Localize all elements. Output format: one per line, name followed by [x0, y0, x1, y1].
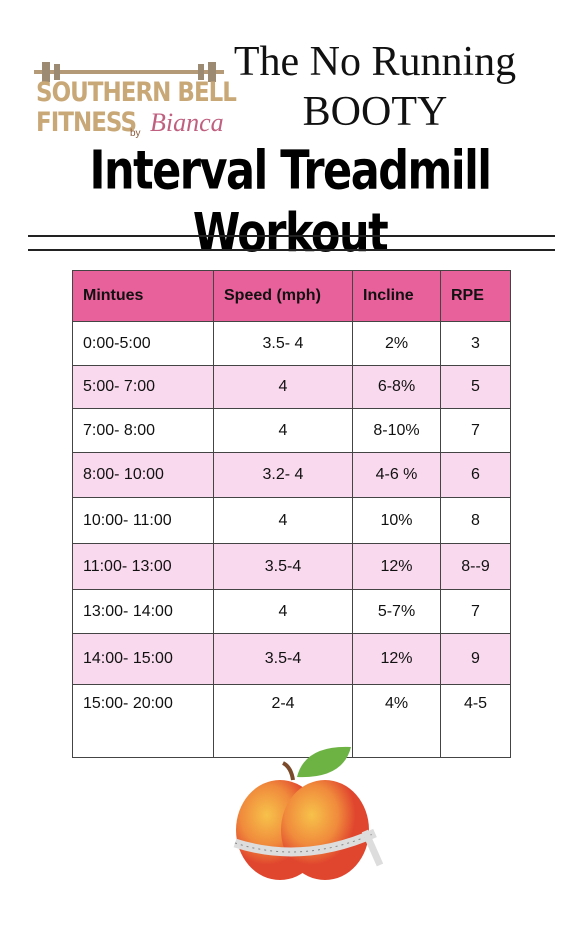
table-row: 0:00-5:00 3.5- 4 2% 3	[72, 321, 511, 366]
header-cell: RPE	[440, 270, 511, 322]
table-cell: 4%	[352, 684, 441, 758]
table-cell: 3.5- 4	[213, 321, 353, 366]
table-cell: 3.5-4	[213, 633, 353, 685]
table-cell: 8:00- 10:00	[72, 452, 214, 498]
table-cell: 5:00- 7:00	[72, 365, 214, 409]
table-cell: 5-7%	[352, 589, 441, 634]
table-row: 15:00- 20:00 2-4 4% 4-5	[72, 684, 511, 758]
table-cell: 6-8%	[352, 365, 441, 409]
table-cell: 14:00- 15:00	[72, 633, 214, 685]
title-line: BOOTY	[302, 89, 448, 135]
table-cell: 0:00-5:00	[72, 321, 214, 366]
table-row: 13:00- 14:00 4 5-7% 7	[72, 589, 511, 634]
header-row: Mintues Speed (mph) Incline RPE	[72, 270, 511, 322]
table-row: 5:00- 7:00 4 6-8% 5	[72, 365, 511, 409]
table-cell: 12%	[352, 633, 441, 685]
logo-name: Bianca	[150, 108, 224, 137]
table-cell: 4	[213, 408, 353, 453]
table-cell: 4	[213, 589, 353, 634]
table-row: 10:00- 11:00 4 10% 8	[72, 497, 511, 544]
header-cell: Speed (mph)	[213, 270, 353, 322]
table-cell: 5	[440, 365, 511, 409]
table-cell: 8-10%	[352, 408, 441, 453]
table-cell: 3.2- 4	[213, 452, 353, 498]
logo-by: by	[130, 128, 141, 139]
header-cell: Incline	[352, 270, 441, 322]
table-cell: 9	[440, 633, 511, 685]
table-cell: 7	[440, 408, 511, 453]
table-cell: 8	[440, 497, 511, 544]
logo-text: SOUTHERN BELL	[36, 78, 237, 108]
title-line: The No Running	[233, 39, 517, 85]
table-cell: 13:00- 14:00	[72, 589, 214, 634]
table-header: Mintues Speed (mph) Incline RPE	[72, 270, 511, 322]
divider	[28, 235, 555, 237]
barbell-icon	[34, 62, 224, 82]
table-cell: 6	[440, 452, 511, 498]
table-cell: 4-6 %	[352, 452, 441, 498]
table-row: 14:00- 15:00 3.5-4 12% 9	[72, 633, 511, 685]
table-cell: 3	[440, 321, 511, 366]
table-cell: 7	[440, 589, 511, 634]
table-cell: 7:00- 8:00	[72, 408, 214, 453]
table-cell: 3.5-4	[213, 543, 353, 590]
table-cell: 2%	[352, 321, 441, 366]
table-cell: 10%	[352, 497, 441, 544]
table-cell: 11:00- 13:00	[72, 543, 214, 590]
table-row: 8:00- 10:00 3.2- 4 4-6 % 6	[72, 452, 511, 498]
table-cell: 15:00- 20:00	[72, 684, 214, 758]
table-cell: 4	[213, 497, 353, 544]
workout-table: Mintues Speed (mph) Incline RPE 0:00-5:00 3.5…	[72, 270, 511, 758]
table-cell: 10:00- 11:00	[72, 497, 214, 544]
table-row: 11:00- 13:00 3.5-4 12% 8--9	[72, 543, 511, 590]
divider	[28, 249, 555, 251]
main-title: Interval Treadmill Workout	[89, 139, 492, 265]
table-row: 7:00- 8:00 4 8-10% 7	[72, 408, 511, 453]
logo-text: FITNESS	[36, 108, 137, 138]
table-cell: 4	[213, 365, 353, 409]
peach-illustration	[233, 746, 384, 880]
header-cell: Mintues	[72, 270, 214, 322]
table-cell: 4-5	[440, 684, 511, 758]
table-cell: 12%	[352, 543, 441, 590]
table-body: 0:00-5:00 3.5- 4 2% 3 5:00- 7:00 4 6-8% 5 7:00- …	[72, 321, 511, 758]
table-cell: 8--9	[440, 543, 511, 590]
